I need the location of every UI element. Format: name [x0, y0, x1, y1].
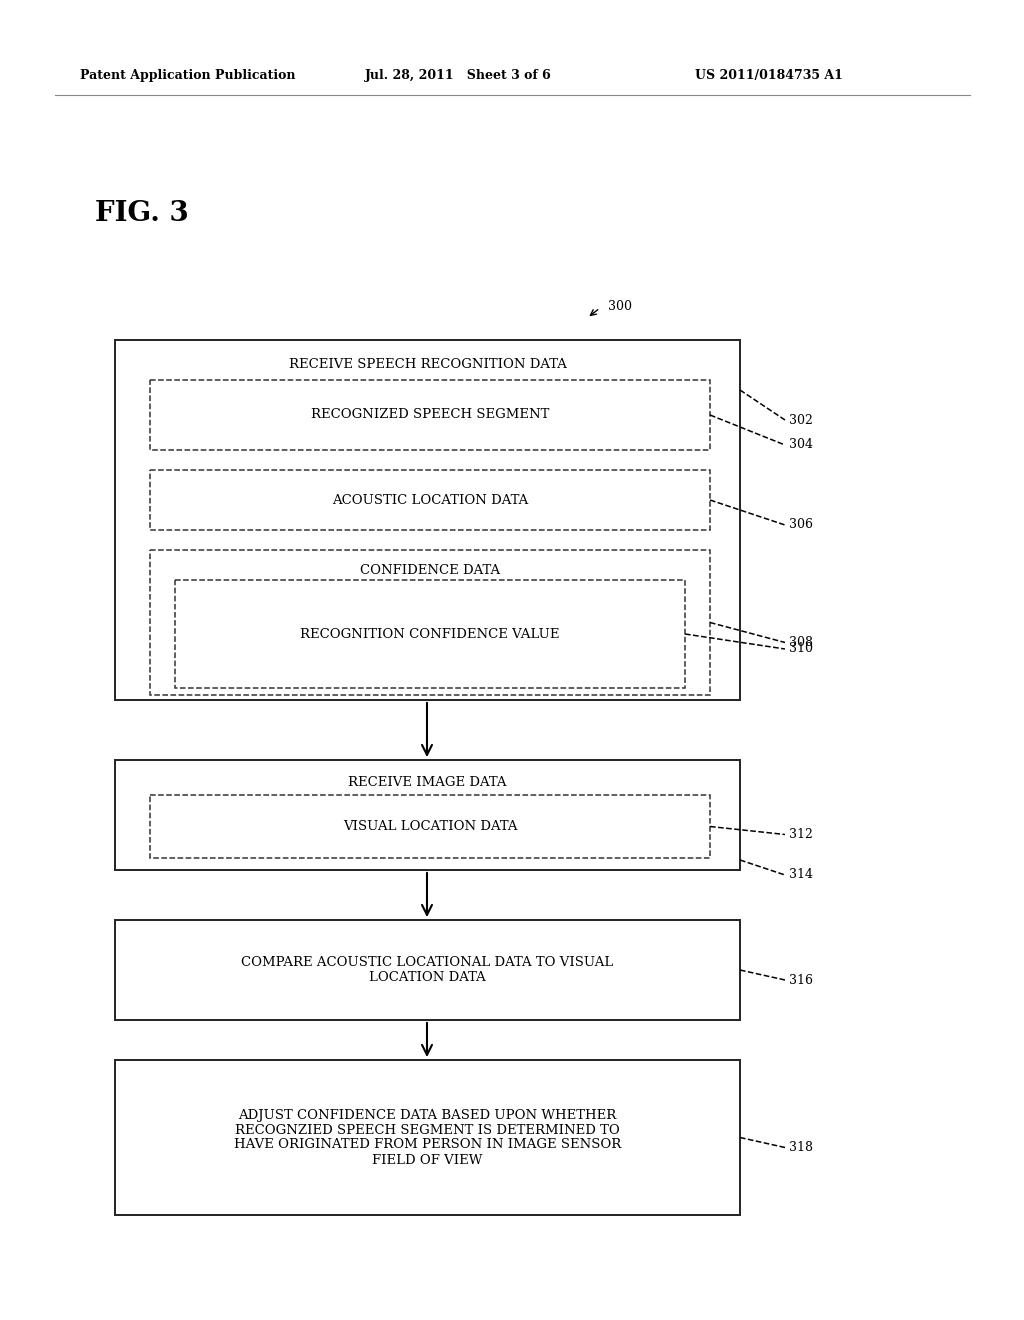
Text: 312: 312	[790, 828, 813, 841]
Text: ADJUST CONFIDENCE DATA BASED UPON WHETHER
RECOGNZIED SPEECH SEGMENT IS DETERMINE: ADJUST CONFIDENCE DATA BASED UPON WHETHE…	[233, 1109, 622, 1167]
Text: 304: 304	[790, 438, 813, 451]
Text: US 2011/0184735 A1: US 2011/0184735 A1	[695, 69, 843, 82]
Text: RECEIVE IMAGE DATA: RECEIVE IMAGE DATA	[348, 776, 507, 789]
Bar	[175, 579, 685, 688]
Text: 316: 316	[790, 974, 813, 986]
Text: 314: 314	[790, 869, 813, 882]
Text: 306: 306	[790, 519, 813, 532]
Bar	[150, 550, 710, 696]
Text: 302: 302	[790, 413, 813, 426]
Text: Jul. 28, 2011   Sheet 3 of 6: Jul. 28, 2011 Sheet 3 of 6	[365, 69, 552, 82]
Bar	[115, 1060, 740, 1214]
Text: RECOGNIZED SPEECH SEGMENT: RECOGNIZED SPEECH SEGMENT	[311, 408, 549, 421]
Text: CONFIDENCE DATA: CONFIDENCE DATA	[360, 564, 500, 577]
Text: 300: 300	[608, 300, 632, 313]
Text: 310: 310	[790, 643, 813, 656]
Text: VISUAL LOCATION DATA: VISUAL LOCATION DATA	[343, 820, 517, 833]
Text: ACOUSTIC LOCATION DATA: ACOUSTIC LOCATION DATA	[332, 494, 528, 507]
Text: 308: 308	[790, 636, 813, 649]
Bar	[115, 760, 740, 870]
Bar	[150, 795, 710, 858]
Text: 318: 318	[790, 1140, 813, 1154]
Bar	[115, 920, 740, 1020]
Text: RECOGNITION CONFIDENCE VALUE: RECOGNITION CONFIDENCE VALUE	[300, 627, 560, 640]
Text: FIG. 3: FIG. 3	[95, 201, 188, 227]
Bar	[115, 341, 740, 700]
Text: COMPARE ACOUSTIC LOCATIONAL DATA TO VISUAL
LOCATION DATA: COMPARE ACOUSTIC LOCATIONAL DATA TO VISU…	[242, 956, 613, 983]
Bar	[150, 470, 710, 531]
Text: Patent Application Publication: Patent Application Publication	[80, 69, 296, 82]
Text: RECEIVE SPEECH RECOGNITION DATA: RECEIVE SPEECH RECOGNITION DATA	[289, 358, 566, 371]
Bar	[150, 380, 710, 450]
